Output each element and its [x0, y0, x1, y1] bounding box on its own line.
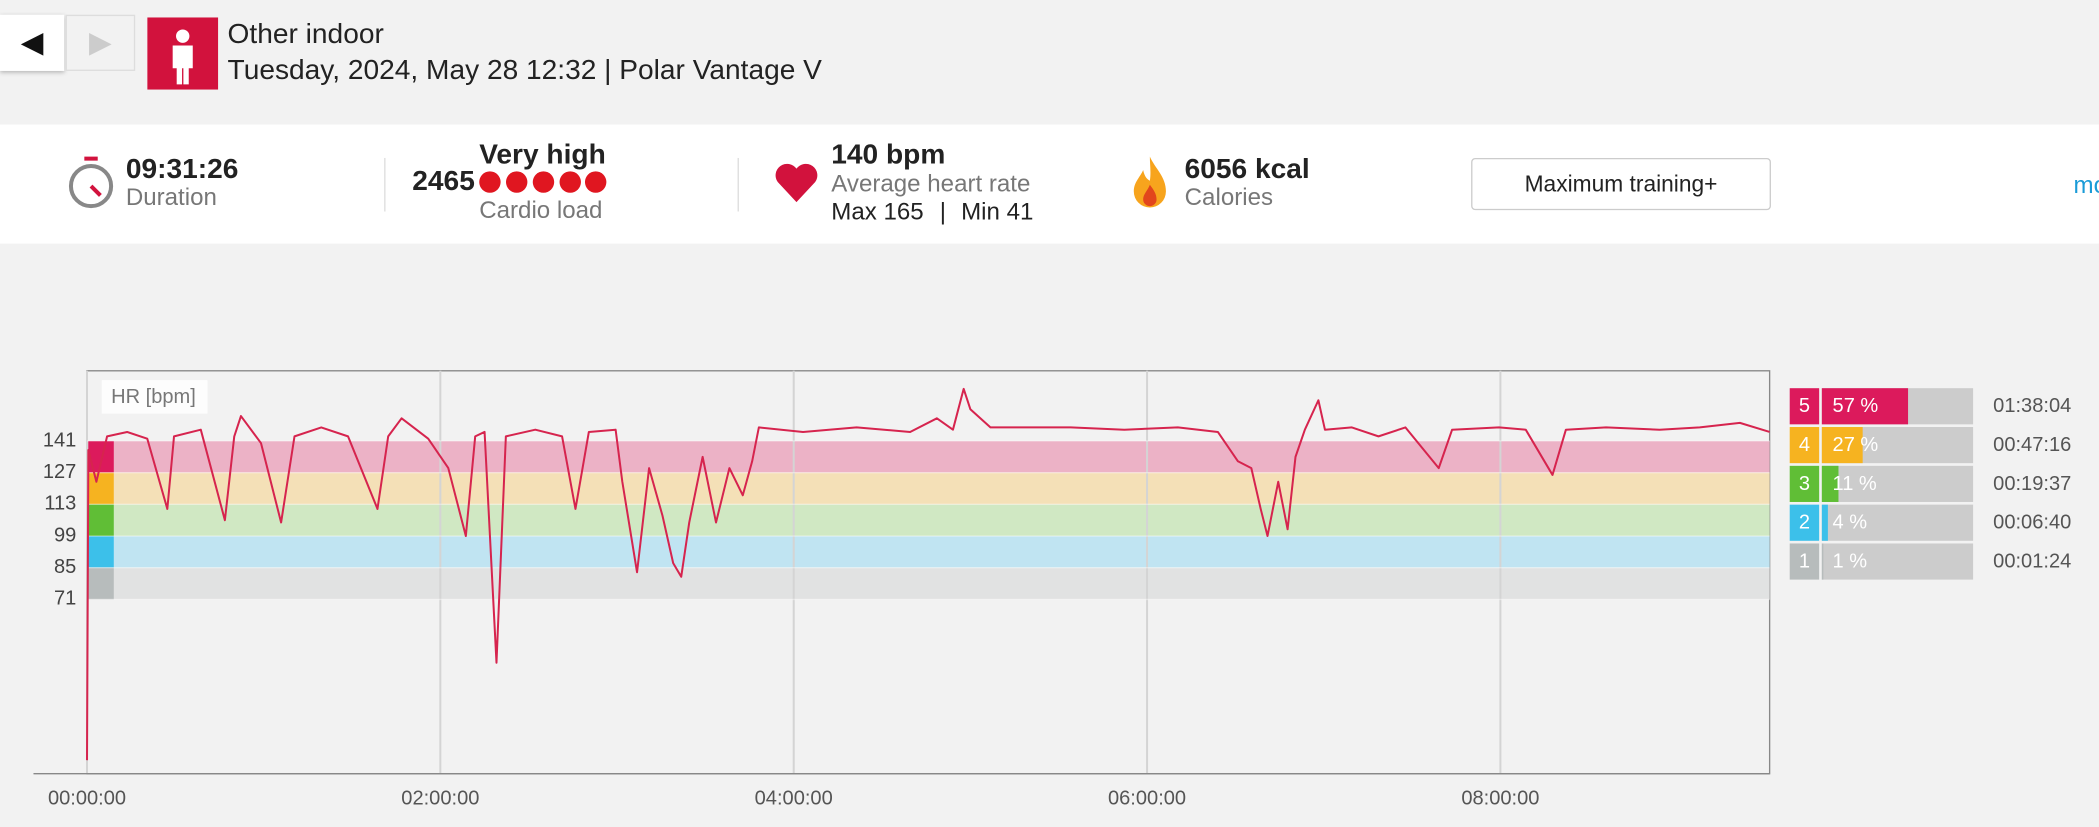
cardio-load-value: 2465 [412, 165, 475, 197]
zone-bar-track [1821, 543, 1974, 580]
zone-percent: 57 % [1833, 395, 1879, 417]
zone-marker [88, 567, 114, 600]
cardio-load-label: Cardio load [479, 196, 603, 224]
avg-hr-label: Average heart rate [831, 170, 1031, 197]
zone-percent: 11 % [1833, 473, 1877, 495]
zone-band [87, 536, 1770, 568]
zone-time: 00:01:24 [1993, 551, 2071, 573]
zone-band [87, 504, 1770, 537]
avg-hr-value: 140 bpm [831, 139, 946, 171]
stopwatch-icon [68, 156, 114, 209]
y-axis-label: HR [bpm] [111, 386, 196, 408]
duration-label: Duration [125, 183, 217, 211]
zone-number-box [1789, 427, 1820, 464]
sport-icon [147, 17, 219, 90]
separator [384, 157, 386, 212]
training-benefit-button[interactable]: Maximum training+ [1471, 157, 1771, 211]
zone-band [87, 567, 1770, 600]
zone-percent: 27 % [1833, 434, 1879, 456]
x-tick-label: 00:00:00 [48, 787, 126, 809]
zone-bar [1821, 388, 1909, 425]
calories-value: 6056 kcal [1184, 153, 1310, 185]
zone-bar [1821, 427, 1863, 464]
zone-time: 00:06:40 [1993, 512, 2071, 534]
zone-band [87, 472, 1770, 505]
flame-icon [1133, 156, 1166, 208]
zone-bar-track [1821, 504, 1974, 541]
zone-bar [1821, 465, 1839, 502]
min-hr: Min 41 [961, 198, 1034, 225]
zone-label: 3 [1799, 473, 1810, 495]
zone-label: 1 [1799, 551, 1810, 573]
zone-marker [88, 536, 114, 568]
forward-button[interactable]: ▶ [65, 14, 136, 71]
zone-time: 01:38:04 [1993, 395, 2071, 417]
x-tick-label: 04:00:00 [755, 787, 833, 809]
zone-bar-track [1821, 465, 1974, 502]
cardio-load-dots [479, 171, 607, 193]
separator [737, 157, 739, 212]
zone-label: 5 [1799, 395, 1810, 417]
y-tick-label: 113 [44, 493, 76, 515]
zone-number-box [1789, 388, 1820, 425]
y-tick-label: 99 [54, 524, 76, 546]
zone-band [87, 440, 1770, 473]
zone-time: 00:19:37 [1993, 473, 2071, 495]
x-tick-label: 02:00:00 [401, 787, 479, 809]
calories-label: Calories [1184, 183, 1274, 211]
y-tick-label: 71 [54, 588, 76, 610]
y-tick-label: 127 [43, 461, 76, 483]
hr-separator: | [939, 198, 946, 225]
zone-time: 00:47:16 [1993, 434, 2071, 456]
zone-number-box [1789, 543, 1820, 580]
x-tick-label: 08:00:00 [1461, 787, 1539, 809]
zone-label: 2 [1799, 512, 1810, 534]
zone-marker [88, 472, 114, 505]
heart-icon [775, 163, 818, 203]
zone-percent: 4 % [1833, 512, 1868, 534]
y-tick-label: 141 [43, 429, 76, 451]
sport-name: Other indoor [227, 18, 384, 50]
summary-bar [0, 124, 2099, 244]
cardio-load-level: Very high [479, 139, 606, 171]
zone-label: 4 [1799, 434, 1810, 456]
more-link[interactable]: mo [2073, 171, 2098, 199]
zone-number-box [1789, 504, 1820, 541]
back-button[interactable]: ◀ [0, 14, 65, 71]
zone-bar [1821, 543, 1824, 580]
x-tick-label: 06:00:00 [1108, 787, 1186, 809]
zone-bar [1821, 504, 1828, 541]
y-tick-label: 85 [54, 556, 76, 578]
zone-percent: 1 % [1833, 551, 1868, 573]
duration-value: 09:31:26 [125, 153, 239, 185]
max-hr: Max 165 [831, 198, 924, 225]
zone-number-box [1789, 465, 1820, 502]
y-label-box [101, 380, 208, 414]
hr-line [86, 387, 1770, 761]
session-details: Tuesday, 2024, May 28 12:32 | Polar Vant… [227, 54, 822, 86]
zone-marker [88, 504, 114, 537]
